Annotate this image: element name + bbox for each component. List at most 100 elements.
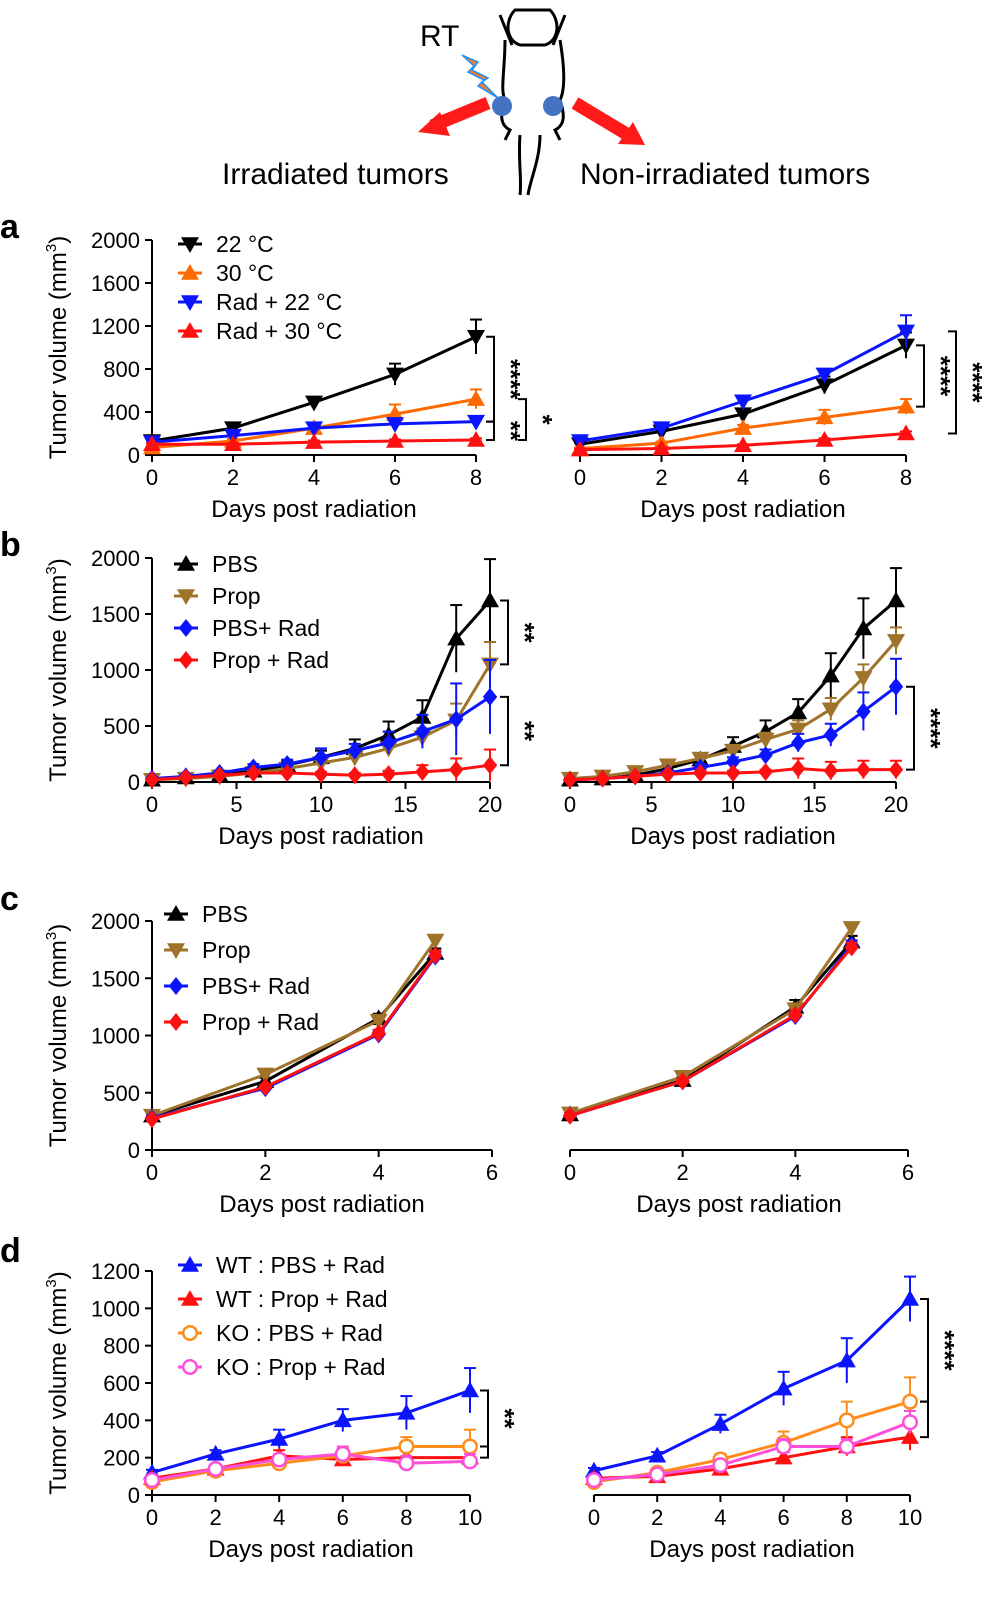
x-tick-label: 0	[146, 792, 158, 817]
series-rad-30-c	[143, 430, 485, 451]
data-point	[144, 770, 160, 789]
data-point	[821, 666, 840, 683]
legend-marker	[181, 322, 199, 338]
series-pbs-rad	[562, 936, 859, 1125]
data-point	[887, 634, 905, 650]
data-point	[144, 1110, 160, 1129]
data-point	[815, 367, 834, 384]
data-point	[381, 765, 396, 784]
data-point	[398, 1438, 415, 1455]
x-axis-label: Days post radiation	[219, 1191, 424, 1218]
legend-marker	[168, 1013, 184, 1031]
data-point	[467, 390, 485, 406]
data-point	[334, 1445, 351, 1462]
data-point	[628, 767, 643, 786]
data-point	[897, 397, 915, 414]
legend-label: PBS	[202, 901, 248, 927]
data-point	[725, 764, 741, 783]
x-tick-label: 6	[337, 1505, 349, 1530]
data-point	[901, 1428, 919, 1444]
data-point	[823, 761, 838, 780]
data-point	[280, 764, 295, 783]
series-ko-prop-rad	[144, 1445, 478, 1489]
data-point	[386, 405, 404, 421]
data-point	[271, 1451, 288, 1468]
legend-marker	[167, 943, 185, 959]
data-point	[789, 703, 808, 720]
legend-marker	[177, 589, 195, 605]
data-point	[305, 433, 323, 449]
data-point	[725, 752, 741, 771]
x-tick-label: 6	[902, 1160, 914, 1185]
legend-item: WT : PBS + Rad	[178, 1252, 385, 1278]
legend-label: Prop + Rad	[202, 1009, 319, 1035]
data-point	[447, 629, 466, 646]
data-point	[371, 1024, 386, 1043]
legend-item: KO : Prop + Rad	[178, 1354, 385, 1380]
data-point	[724, 743, 742, 760]
series-line	[151, 954, 437, 1121]
data-point	[711, 1415, 730, 1431]
legend-label: Prop	[212, 583, 261, 609]
data-point	[313, 765, 329, 784]
y-tick-label: 1600	[91, 271, 140, 296]
x-tick-label: 0	[564, 1160, 576, 1185]
significance-bracket: ****	[906, 685, 946, 771]
data-point	[897, 324, 915, 341]
significance-bracket: ****	[916, 344, 956, 408]
data-point	[467, 414, 485, 431]
data-point	[774, 1448, 793, 1465]
series-line	[593, 1297, 912, 1473]
legend-label: 22 °C	[216, 231, 274, 257]
legend-marker	[168, 977, 184, 995]
legend-marker	[181, 237, 199, 253]
legend-label: WT : Prop + Rad	[216, 1286, 388, 1312]
data-point	[428, 946, 443, 965]
x-axis-label: Days post radiation	[636, 1191, 841, 1218]
irradiated-caption: Irradiated tumors	[222, 158, 449, 191]
legend-label: KO : PBS + Rad	[216, 1320, 383, 1346]
legend-marker	[178, 619, 194, 637]
data-point	[660, 765, 675, 784]
data-point	[586, 1472, 602, 1489]
y-tick-label: 400	[103, 400, 140, 425]
x-tick-label: 8	[470, 465, 482, 490]
series-prop	[561, 921, 861, 1123]
data-point	[788, 1005, 803, 1024]
data-point	[854, 619, 873, 636]
x-tick-label: 8	[900, 465, 912, 490]
x-tick-label: 10	[309, 792, 333, 817]
legend-item: Prop	[174, 583, 261, 609]
significance-bracket: **	[500, 695, 540, 767]
x-tick-label: 15	[802, 792, 826, 817]
y-axis-label: Tumor volume (mm3)	[43, 924, 72, 1147]
legend-item: 30 °C	[178, 260, 274, 286]
legend-marker	[181, 1290, 199, 1306]
data-point	[791, 733, 806, 752]
series-pbs	[561, 932, 861, 1122]
panel-label: b	[0, 526, 21, 564]
x-tick-label: 4	[737, 465, 749, 490]
data-point	[481, 591, 499, 608]
data-point	[426, 933, 445, 950]
chart-a-left: 0 2 4 6 8 0 400 800 1200 1600 2000 Days post radiat…	[0, 208, 558, 523]
series-wt-prop-rad	[143, 1446, 479, 1485]
data-point	[902, 1393, 918, 1410]
irradiated-tumor-dot	[492, 96, 512, 116]
left-arrow-icon	[418, 96, 491, 136]
x-tick-label: 6	[777, 1505, 789, 1530]
data-point	[712, 1457, 729, 1474]
series-pbs-rad	[144, 658, 498, 788]
x-tick-label: 0	[574, 465, 586, 490]
x-tick-label: 2	[227, 465, 239, 490]
legend-item: Prop	[164, 937, 251, 963]
data-point	[815, 378, 834, 395]
legend-item: WT : Prop + Rad	[178, 1286, 388, 1312]
series-line	[593, 1420, 911, 1482]
legend-label: Rad + 30 °C	[216, 318, 342, 344]
data-point	[758, 746, 773, 765]
data-point	[386, 417, 404, 433]
data-point	[649, 1466, 666, 1483]
data-point	[313, 748, 329, 767]
significance-bracket: ****	[920, 1298, 960, 1403]
